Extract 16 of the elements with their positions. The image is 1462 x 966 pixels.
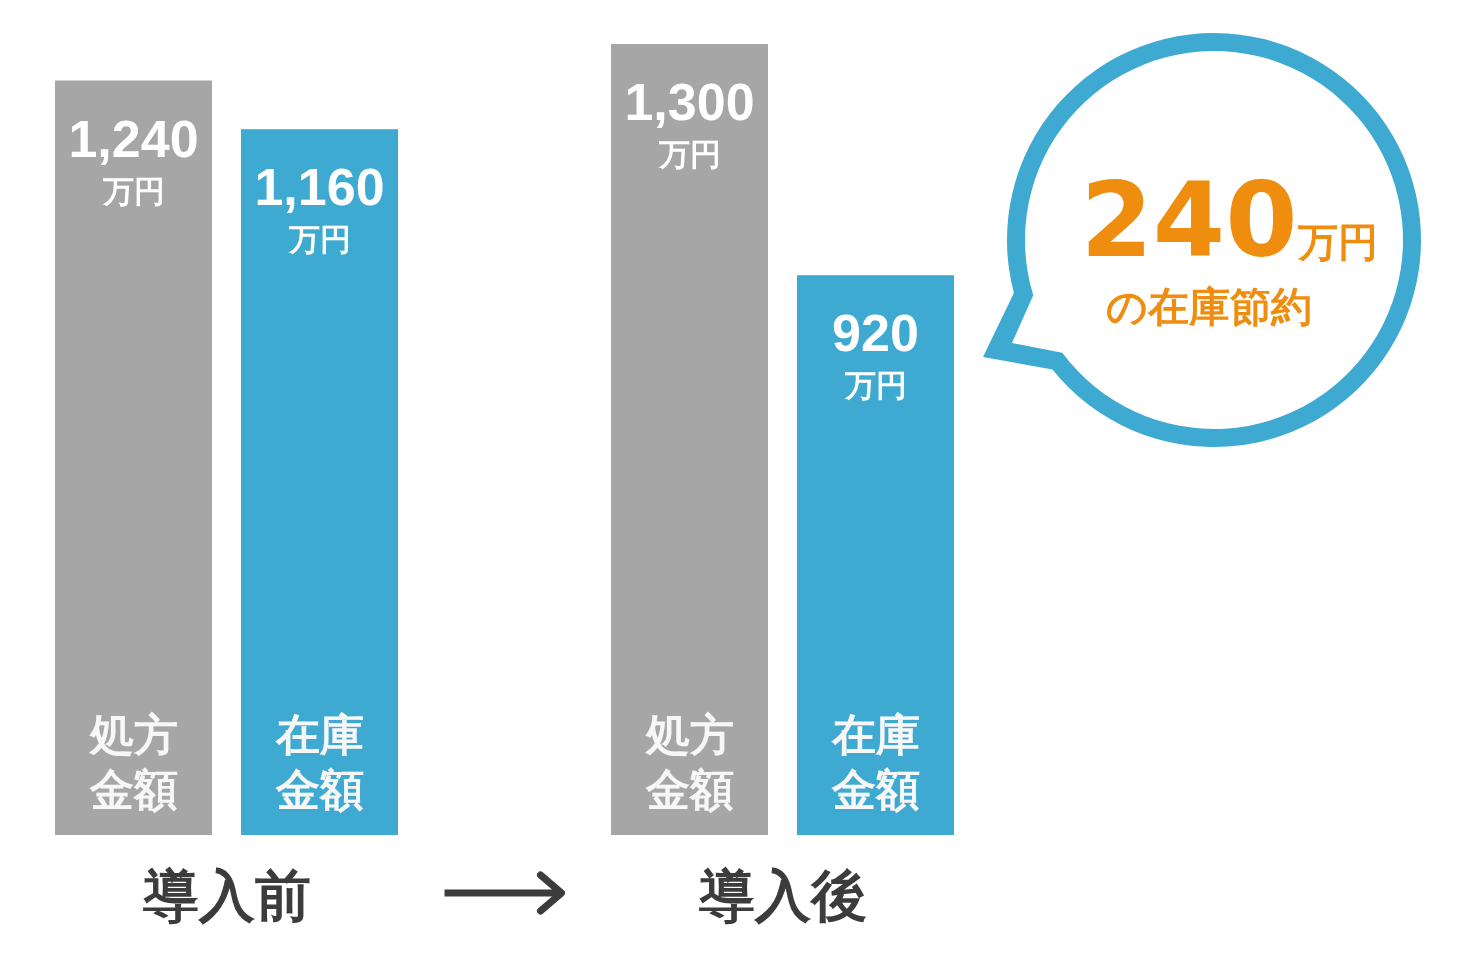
bar (797, 275, 954, 835)
x-tick-label: 導入前 (141, 863, 311, 928)
series-label: 処方金額 (87, 709, 178, 815)
data-label: 1,240万円 (68, 109, 199, 209)
series-label: 在庫金額 (274, 709, 364, 815)
text: 処方金額 (645, 709, 734, 815)
bar (55, 80, 212, 835)
data-label: 1,160万円 (254, 158, 385, 258)
x-tick-label: 導入後 (697, 863, 867, 928)
bar (611, 44, 768, 835)
data-label: 920万円 (832, 304, 919, 404)
text: 在庫金額 (831, 709, 920, 815)
text: の在庫節約 (1106, 283, 1312, 331)
data-label: 1,300万円 (624, 73, 755, 172)
text: 240万円 (1080, 159, 1378, 281)
bar (241, 129, 398, 835)
